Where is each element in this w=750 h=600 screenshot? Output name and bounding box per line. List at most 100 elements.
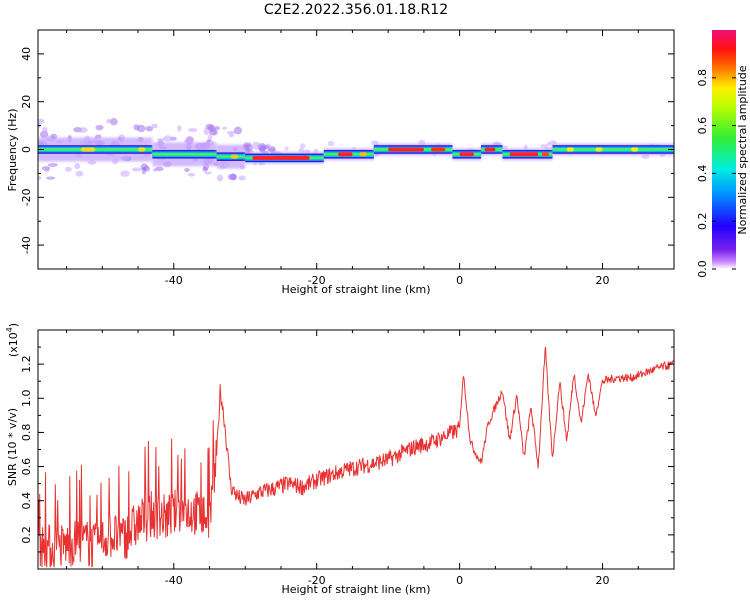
spectral-noise-blob [214, 126, 220, 131]
colorbar: 0.0 0.2 0.4 0.6 0.8 Normalized spectral ampl… [696, 30, 749, 278]
spectral-noise-blob [131, 167, 142, 172]
spectrogram-hot-core [595, 147, 603, 152]
spectrogram-band-core [152, 152, 217, 156]
spectral-noise-blob [184, 168, 190, 173]
spectral-noise-blob [327, 140, 335, 147]
spectral-noise-blob [233, 126, 242, 135]
snr-ylabel: SNR (10 * v/v) [6, 408, 19, 486]
snr-series-line [38, 345, 674, 568]
spectral-noise-blob [77, 127, 88, 133]
spectral-noise-blob [47, 163, 58, 167]
x-tick-label: 20 [596, 574, 610, 587]
x-tick-label: -20 [308, 574, 326, 587]
spectral-noise-blob [120, 170, 130, 177]
spectral-noise-blob [203, 127, 209, 136]
spectrogram-panel: -40 -20 0 20 -40 -20 0 20 40 Height of straight … [6, 29, 675, 296]
spectrogram-hot-core [359, 152, 367, 157]
spectral-noise-blob [46, 176, 56, 180]
spectral-noise-blob [228, 133, 235, 138]
spectral-noise-blob [141, 166, 146, 175]
spectrogram-ylabel: Frequency (Hz) [6, 109, 19, 192]
spectral-noise-blob [155, 166, 164, 172]
y-tick-label: 0.4 [20, 492, 33, 510]
spectrogram-hot-core [388, 147, 424, 152]
x-tick-label: 0 [456, 274, 463, 287]
snr-frame [37, 329, 675, 570]
colorbar-tick-label: 0.0 [696, 260, 709, 278]
spectrogram-hot-core [541, 152, 549, 157]
spectral-noise-blob [95, 134, 102, 139]
spectral-noise-blob [208, 128, 217, 136]
y-tick-label: 0 [20, 146, 33, 153]
spectral-noise-blob [251, 141, 261, 150]
x-tick-label: -20 [308, 274, 326, 287]
spectrogram-hot-core [230, 154, 239, 159]
spectral-noise-blob [74, 163, 81, 170]
x-tick-label: -40 [165, 574, 183, 587]
spectral-noise-blob [216, 174, 224, 182]
snr-xlabel: Height of straight line (km) [281, 583, 430, 596]
spectral-noise-blob [300, 143, 306, 149]
chart-title: C2E2.2022.356.01.18.R12 [263, 2, 449, 18]
spectral-noise-blob [65, 166, 72, 172]
spectral-noise-blob [151, 123, 159, 129]
spectral-noise-blob [207, 134, 213, 141]
spectrogram-band-core [552, 148, 674, 151]
y-tick-label: -40 [20, 236, 33, 254]
svg-text:(x104): (x104) [5, 323, 20, 357]
y-tick-label: 1.2 [20, 355, 33, 373]
snr-scale-label: (x104) [5, 323, 20, 357]
spectrogram-hot-core [459, 152, 474, 157]
y-tick-label: 0.6 [20, 458, 33, 476]
spectral-noise-blob [38, 118, 45, 124]
spectral-noise-blob [137, 124, 146, 133]
spectrogram-hot-core [484, 147, 496, 152]
y-tick-label: 0.8 [20, 424, 33, 442]
spectral-noise-blob [263, 145, 270, 150]
colorbar-tick-label: 0.2 [696, 212, 709, 230]
spectral-noise-blob [106, 118, 111, 124]
spectral-noise-blob [42, 126, 48, 134]
spectral-noise-blob [187, 172, 196, 177]
spectrogram-hot-core [566, 147, 574, 152]
spectral-noise-blob [267, 148, 277, 153]
spectral-noise-blob [109, 117, 118, 126]
spectral-noise-blob [222, 126, 228, 130]
spectral-noise-blob [95, 124, 104, 131]
y-tick-label: 40 [20, 47, 33, 61]
spectral-noise-blob [145, 125, 154, 132]
spectral-noise-blob [188, 128, 198, 133]
y-tick-label: 0.2 [20, 526, 33, 544]
spectral-noise-blob [226, 130, 236, 135]
spectral-noise-blob [205, 123, 214, 130]
spectral-noise-blob [38, 175, 42, 180]
spectral-noise-blob [298, 147, 305, 153]
spectral-noise-blob [238, 175, 247, 181]
spectral-noise-blob [540, 143, 548, 149]
spectrogram-hot-core [431, 147, 446, 152]
y-tick-label: 1.0 [20, 390, 33, 408]
spectrogram-hot-core [509, 152, 539, 157]
colorbar-tick-label: 0.4 [696, 165, 709, 183]
colorbar-label: Normalized spectral amplitude [736, 65, 749, 234]
spectral-noise-blob [177, 125, 182, 132]
x-tick-label: 0 [456, 574, 463, 587]
colorbar-gradient [712, 30, 736, 269]
spectrogram-hot-core [631, 147, 639, 152]
spectrogram-hot-core [80, 147, 96, 152]
colorbar-tick-label: 0.6 [696, 117, 709, 135]
spectral-noise-blob [41, 166, 51, 171]
spectrogram-xlabel: Height of straight line (km) [281, 283, 430, 296]
y-tick-label: -20 [20, 188, 33, 206]
spectral-noise-blob [75, 170, 84, 177]
spectral-noise-blob [163, 135, 173, 142]
spectrogram-hot-core [252, 155, 310, 160]
spectral-noise-blob [313, 148, 319, 153]
snr-panel: -40 -20 0 20 0.2 0.4 0.6 0.8 1.0 1.2 Height of st… [5, 323, 675, 596]
spectrogram-hot-core [338, 152, 353, 157]
spectral-noise-blob [156, 137, 166, 142]
x-tick-label: -40 [165, 274, 183, 287]
spectral-noise-blob [204, 171, 212, 175]
spectral-noise-blob [284, 146, 289, 151]
x-tick-label: 20 [596, 274, 610, 287]
